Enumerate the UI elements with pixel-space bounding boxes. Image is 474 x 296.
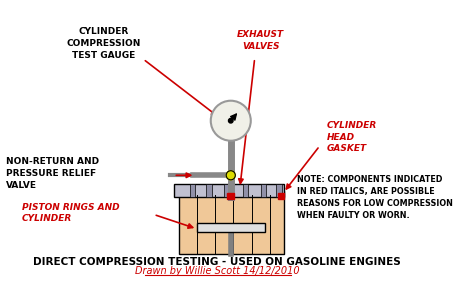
Bar: [278, 194, 283, 199]
Text: NON-RETURN AND
PRESSURE RELIEF
VALVE: NON-RETURN AND PRESSURE RELIEF VALVE: [6, 157, 99, 190]
Text: CYLINDER
HEAD
GASKET: CYLINDER HEAD GASKET: [327, 121, 377, 153]
Text: Drawn by Willie Scott 14/12/2010: Drawn by Willie Scott 14/12/2010: [135, 266, 300, 276]
Bar: [224, 184, 230, 197]
Bar: [243, 184, 248, 197]
Bar: [227, 194, 235, 199]
Circle shape: [211, 101, 251, 141]
Bar: [206, 184, 212, 197]
Circle shape: [226, 171, 235, 180]
Text: PISTON RINGS AND
CYLINDER: PISTON RINGS AND CYLINDER: [22, 202, 119, 223]
Text: EXHAUST
VALVES: EXHAUST VALVES: [237, 30, 284, 51]
Circle shape: [228, 118, 233, 123]
Text: DIRECT COMPRESSION TESTING - USED ON GASOLINE ENGINES: DIRECT COMPRESSION TESTING - USED ON GAS…: [33, 257, 401, 267]
Text: NOTE: COMPONENTS INDICATED
IN RED ITALICS, ARE POSSIBLE
REASONS FOR LOW COMPRESS: NOTE: COMPONENTS INDICATED IN RED ITALIC…: [297, 175, 453, 220]
Bar: [174, 184, 283, 197]
Bar: [179, 191, 283, 254]
Bar: [197, 223, 265, 232]
Bar: [276, 184, 282, 197]
Bar: [190, 184, 195, 197]
Bar: [261, 184, 266, 197]
Text: CYLINDER
COMPRESSION
TEST GAUGE: CYLINDER COMPRESSION TEST GAUGE: [66, 27, 141, 60]
